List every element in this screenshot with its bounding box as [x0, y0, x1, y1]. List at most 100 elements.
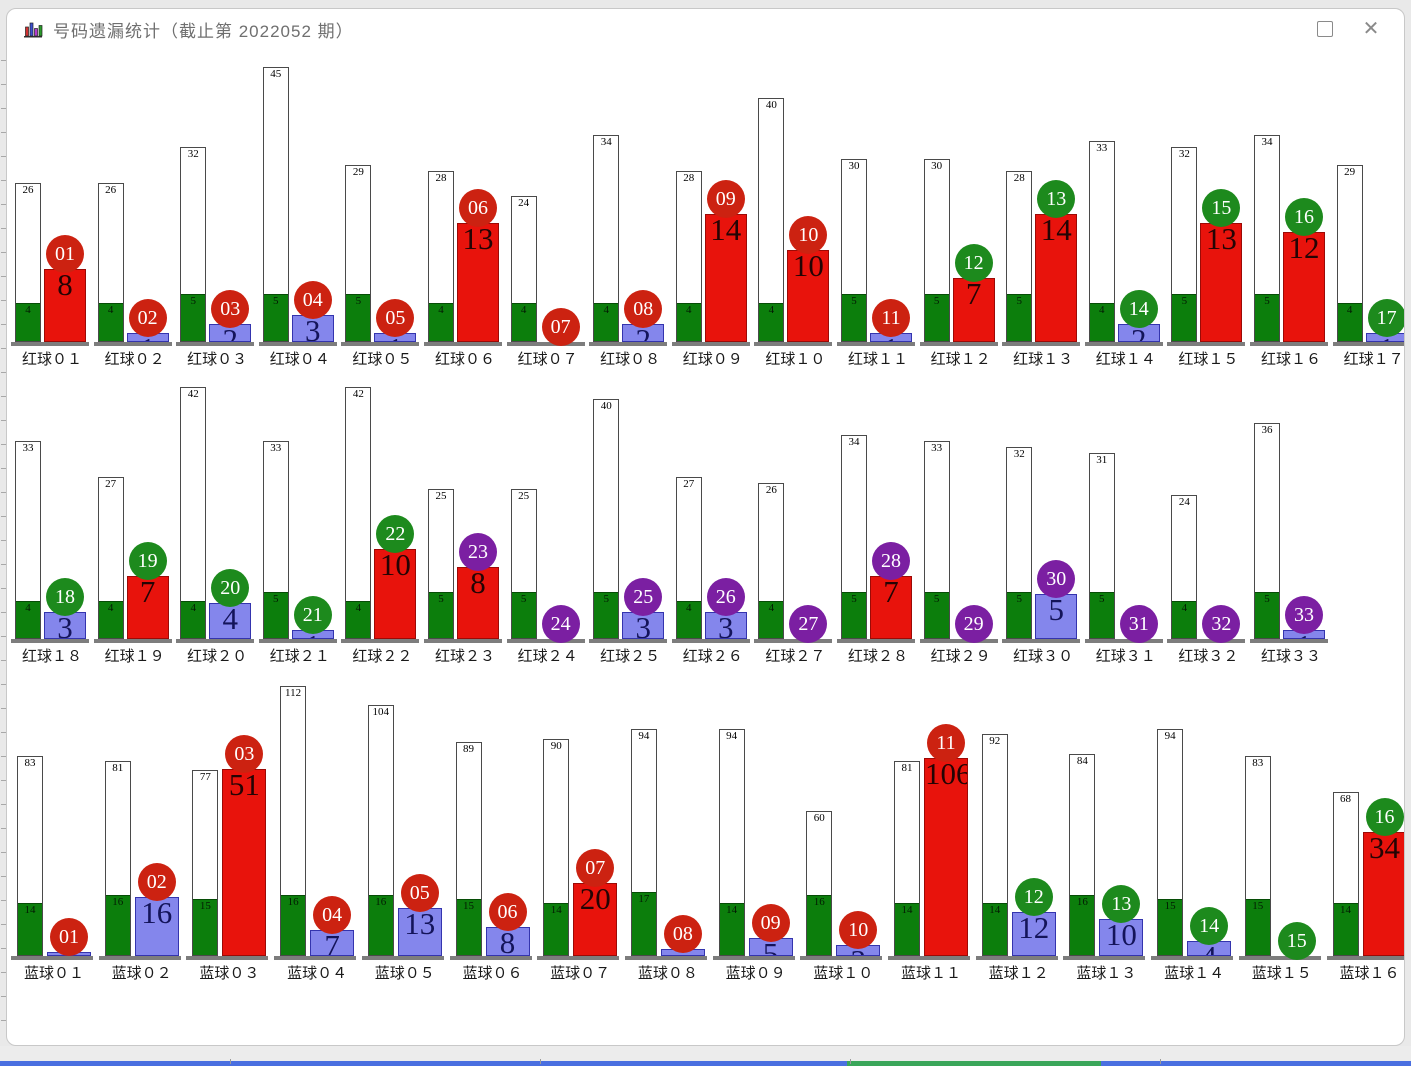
avg-omission-value: 5 — [190, 295, 196, 307]
max-omission-value: 29 — [352, 166, 364, 178]
current-omission-value: 12 — [1018, 912, 1050, 945]
avg-omission-bar: 15 — [456, 899, 481, 955]
current-omission-bar: 7 — [870, 576, 912, 639]
ruler-tick — [1, 156, 6, 157]
base-line — [1002, 639, 1081, 643]
avg-omission-bar: 5 — [1007, 592, 1032, 638]
current-omission-bar: 14 — [1035, 214, 1078, 342]
ball-number-badge: 28 — [872, 542, 910, 580]
taskbar-segment — [0, 1061, 847, 1066]
base-line — [11, 342, 89, 346]
base-line — [712, 956, 795, 960]
avg-omission-bar: 5 — [181, 294, 206, 341]
max-omission-bar: 26 4 — [758, 483, 785, 639]
avg-omission-value: 5 — [1099, 593, 1105, 605]
max-omission-value: 84 — [1076, 755, 1088, 767]
max-omission-bar: 25 5 — [428, 489, 454, 639]
maximize-button[interactable] — [1302, 12, 1348, 46]
current-omission-value: 8 — [57, 269, 73, 302]
max-omission-value: 34 — [848, 436, 860, 448]
ball-number-badge: 01 — [46, 235, 84, 273]
ball-number-badge: 08 — [663, 915, 702, 953]
base-line — [754, 342, 833, 346]
ruler-tick — [850, 1059, 851, 1064]
current-omission-value: 1 — [375, 334, 415, 341]
avg-omission-bar: 5 — [1255, 294, 1279, 341]
max-omission-value: 83 — [1252, 757, 1264, 769]
current-omission-bar: 3 — [44, 612, 86, 639]
max-omission-value: 92 — [989, 735, 1001, 747]
app-window: 号码遗漏统计（截止第 2022052 期） ✕ 264801红球０１264102… — [6, 8, 1405, 1046]
max-omission-bar: 34 5 — [841, 435, 867, 639]
current-omission-bar: 13 — [457, 223, 499, 342]
avg-omission-bar: 4 — [1172, 601, 1197, 638]
avg-omission-value: 16 — [813, 896, 825, 908]
ball-group-label: 红球０８ — [600, 352, 661, 368]
avg-omission-bar: 14 — [895, 903, 919, 955]
base-line — [1167, 639, 1246, 643]
base-line — [919, 639, 998, 643]
ruler-tick — [1, 84, 6, 85]
max-omission-bar: 34 4 — [593, 135, 620, 342]
max-omission-value: 90 — [550, 740, 562, 752]
max-omission-value: 24 — [518, 197, 530, 209]
avg-omission-value: 15 — [199, 900, 211, 912]
current-omission-value: 5 — [762, 938, 779, 956]
ball-group-label: 蓝球０９ — [725, 966, 786, 982]
ruler-tick — [1, 420, 6, 421]
current-omission-value: 10 — [1105, 919, 1137, 952]
current-omission-value: 4 — [222, 603, 238, 636]
ruler-tick — [540, 1059, 541, 1064]
ball-group-label: 红球１５ — [1178, 352, 1239, 368]
max-omission-value: 30 — [848, 160, 860, 172]
avg-omission-bar: 4 — [676, 601, 701, 638]
ball-group-label: 红球２３ — [434, 649, 495, 665]
ball-number-badge: 18 — [46, 578, 84, 616]
ball-group-label: 蓝球１２ — [988, 966, 1049, 982]
ball-group-label: 红球１４ — [1095, 352, 1156, 368]
ball-group-label: 红球１９ — [104, 649, 165, 665]
ball-group-label: 蓝球０８ — [637, 966, 698, 982]
avg-omission-value: 4 — [520, 304, 527, 316]
close-icon: ✕ — [1362, 18, 1380, 40]
avg-omission-bar: 4 — [676, 303, 701, 341]
max-omission-bar: 84 16 — [1069, 754, 1096, 956]
ruler-tick — [1, 372, 6, 373]
close-button[interactable]: ✕ — [1348, 12, 1394, 46]
max-omission-bar: 33 5 — [262, 441, 289, 639]
max-omission-bar: 26 4 — [15, 183, 41, 342]
base-line — [1238, 956, 1321, 960]
max-omission-value: 34 — [1261, 136, 1273, 148]
avg-omission-value: 4 — [768, 602, 775, 614]
current-omission-value: 3 — [635, 612, 651, 639]
base-line — [1002, 342, 1081, 346]
base-line — [754, 639, 833, 643]
max-omission-value: 28 — [683, 172, 695, 184]
current-omission-value: 7 — [139, 576, 156, 609]
ruler-tick — [1, 492, 6, 493]
max-omission-bar: 83 15 — [1244, 756, 1271, 956]
ball-group-label: 红球３１ — [1095, 649, 1156, 665]
avg-omission-bar: 16 — [281, 895, 306, 955]
ball-group-label: 红球０２ — [104, 352, 165, 368]
current-omission-bar: 8 — [485, 927, 530, 956]
current-omission-bar: 8 — [457, 567, 499, 639]
max-omission-value: 27 — [105, 478, 117, 490]
avg-omission-value: 5 — [1264, 593, 1270, 605]
ball-number-badge: 17 — [1367, 299, 1404, 337]
current-omission-bar: 7 — [952, 278, 995, 342]
max-omission-bar: 29 4 — [1336, 165, 1363, 342]
title-bar[interactable]: 号码遗漏统计（截止第 2022052 期） ✕ — [7, 9, 1404, 49]
base-line — [589, 639, 668, 643]
ball-number-badge: 13 — [1102, 885, 1141, 923]
max-omission-bar: 45 5 — [262, 67, 289, 342]
base-line — [837, 342, 915, 346]
base-line — [258, 639, 337, 643]
ball-group-label: 红球１６ — [1260, 352, 1321, 368]
avg-omission-bar: 16 — [368, 895, 393, 955]
max-omission-value: 104 — [372, 706, 390, 718]
avg-omission-bar: 5 — [842, 294, 866, 341]
max-omission-value: 81 — [901, 762, 913, 774]
ruler-tick — [1, 876, 6, 877]
base-line — [888, 956, 970, 960]
